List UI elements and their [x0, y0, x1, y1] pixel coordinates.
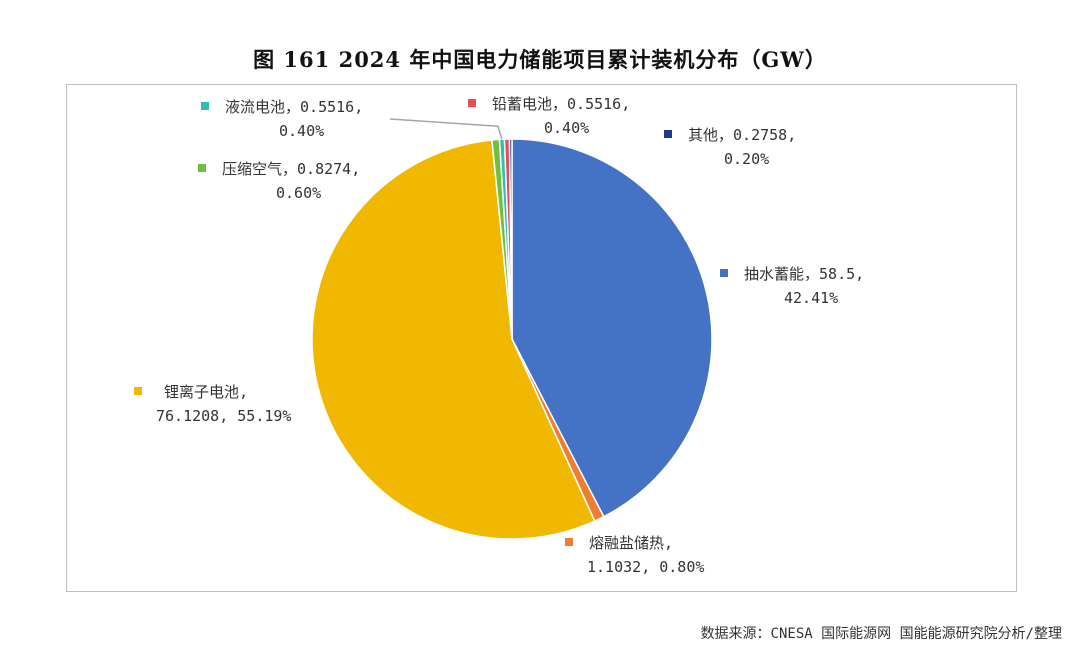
legend-marker-铅蓄电池	[468, 98, 476, 107]
pie-slice-锂离子电池	[311, 139, 596, 540]
chart-title: 图 161 2024 年中国电力储能项目累计装机分布（GW）	[253, 47, 827, 72]
label-锂离子电池: 锂离子电池, 76.1208, 55.19%	[134, 380, 291, 428]
data-source: 数据来源：CNESA 国际能源网 国能能源研究院分析/整理	[700, 626, 1062, 642]
chart-frame	[66, 84, 1017, 592]
pie-slice-其他	[508, 138, 513, 340]
label-熔融盐储热: 熔融盐储热, 1.1032, 0.80%	[565, 531, 704, 579]
label-抽水蓄能: 抽水蓄能，58.5, 42.41%	[720, 262, 864, 310]
label-液流电池: 液流电池，0.5516, 0.40%	[201, 95, 363, 143]
label-铅蓄电池: 铅蓄电池，0.5516, 0.40%	[468, 92, 630, 140]
label-其他: 其他，0.2758, 0.20%	[664, 123, 796, 171]
label-压缩空气: 压缩空气，0.8274, 0.60%	[198, 157, 360, 205]
legend-marker-其他	[664, 129, 672, 138]
legend-marker-液流电池	[201, 101, 209, 110]
legend-marker-熔融盐储热	[565, 537, 573, 546]
pie-slice-抽水蓄能	[511, 138, 713, 518]
legend-marker-锂离子电池	[134, 386, 142, 395]
legend-marker-压缩空气	[198, 163, 206, 172]
leader-line-液流电池	[389, 118, 503, 140]
legend-marker-抽水蓄能	[720, 268, 728, 277]
